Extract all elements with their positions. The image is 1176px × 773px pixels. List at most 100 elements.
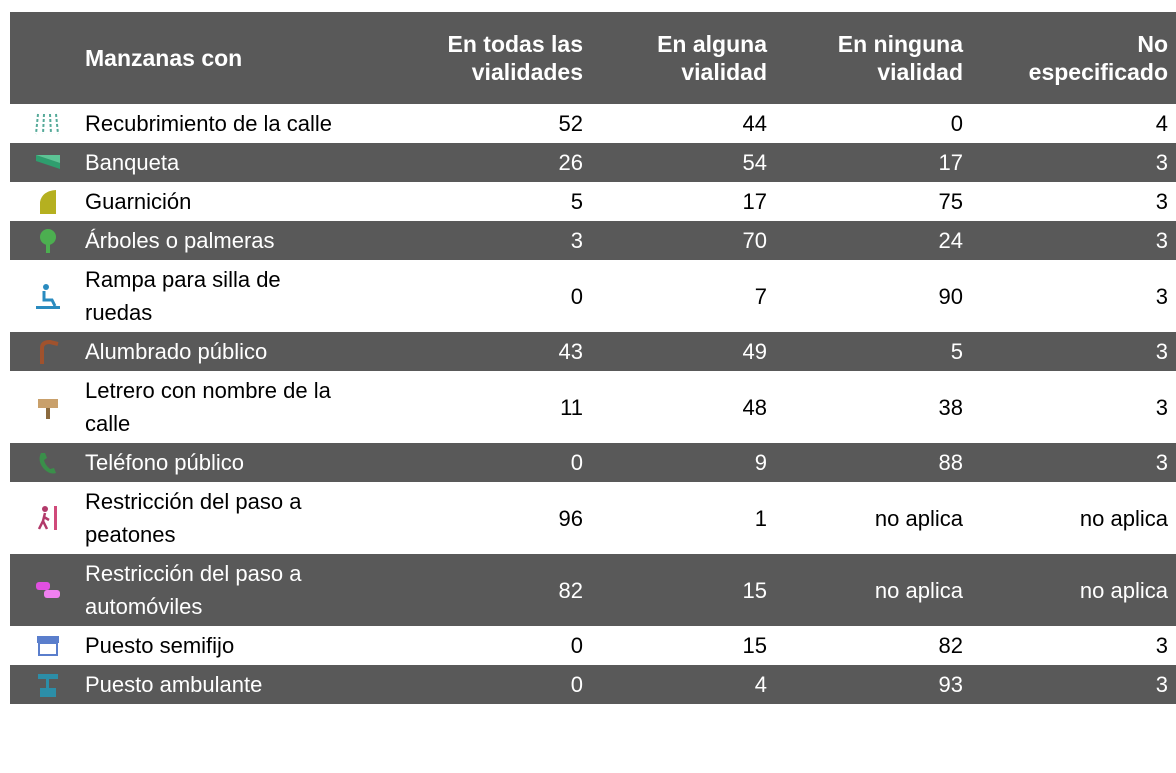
row-label: Teléfono público xyxy=(85,450,245,475)
value-cell: 0 xyxy=(950,111,963,136)
value-cell: 54 xyxy=(742,150,767,175)
table-row: Árboles o palmeras 3 70 24 3 xyxy=(10,221,1176,260)
table: Manzanas con En todas las vialidades En al… xyxy=(10,12,1176,704)
header-text: Manzanas con xyxy=(85,45,243,71)
header-text: En todas las vialidades xyxy=(447,31,583,85)
value-cell: 3 xyxy=(1155,339,1168,364)
value-cell: 3 xyxy=(1155,150,1168,175)
value-cell: no aplica xyxy=(874,505,963,531)
value-cell: 7 xyxy=(754,283,767,309)
value-cell: 96 xyxy=(558,505,583,531)
value-cell: 44 xyxy=(742,111,767,136)
header-text: En ninguna vialidad xyxy=(837,31,963,85)
row-icon xyxy=(10,338,85,366)
icon xyxy=(39,228,56,253)
value-cell: 5 xyxy=(570,189,583,214)
table-row: Restricción del paso a peatones 96 1 no apl… xyxy=(10,482,1176,554)
icon xyxy=(35,284,60,309)
icon xyxy=(37,673,58,697)
value-cell: 3 xyxy=(1155,633,1168,658)
row-label: Guarnición xyxy=(85,189,192,214)
value-cell: 3 xyxy=(1155,672,1168,697)
table-row: Puesto semifijo 0 15 82 3 xyxy=(10,626,1176,665)
row-label: Recubrimiento de la calle xyxy=(85,111,333,136)
value-cell: 82 xyxy=(558,577,583,603)
value-cell: 3 xyxy=(1155,189,1168,214)
value-cell: no aplica xyxy=(874,577,963,603)
header-text: No especificado xyxy=(1028,31,1168,85)
value-cell: 3 xyxy=(1155,450,1168,475)
value-cell: 17 xyxy=(938,150,963,175)
row-icon xyxy=(10,149,85,177)
value-cell: 52 xyxy=(558,111,583,136)
value-cell: 15 xyxy=(742,577,767,603)
row-label: Banqueta xyxy=(85,150,180,175)
value-cell: 75 xyxy=(938,189,963,214)
value-cell: 5 xyxy=(950,339,963,364)
value-cell: 3 xyxy=(1155,394,1168,420)
header-cell: No especificado xyxy=(963,30,1168,86)
header-cell: Manzanas con xyxy=(85,44,347,72)
icon xyxy=(36,635,59,656)
value-cell: 15 xyxy=(742,633,767,658)
header-cell: En ninguna vialidad xyxy=(767,30,963,86)
value-cell: no aplica xyxy=(1079,505,1168,531)
value-cell: 43 xyxy=(558,339,583,364)
row-icon xyxy=(10,393,85,421)
row-icon xyxy=(10,632,85,660)
value-cell: 3 xyxy=(570,228,583,253)
table-row: Recubrimiento de la calle 52 44 0 4 xyxy=(10,104,1176,143)
value-cell: 4 xyxy=(1155,111,1168,136)
value-cell: 9 xyxy=(754,450,767,475)
row-label: Árboles o palmeras xyxy=(85,228,275,253)
value-cell: 38 xyxy=(938,394,963,420)
row-icon xyxy=(10,188,85,216)
table-row: Letrero con nombre de la calle 11 48 38 3 xyxy=(10,371,1176,443)
value-cell: 0 xyxy=(570,633,583,658)
value-cell: 0 xyxy=(570,283,583,309)
row-label: Rampa para silla de ruedas xyxy=(85,267,281,325)
icon xyxy=(37,506,57,530)
icon xyxy=(39,189,56,214)
value-cell: 3 xyxy=(1155,283,1168,309)
value-cell: 26 xyxy=(558,150,583,175)
value-cell: 70 xyxy=(742,228,767,253)
row-icon xyxy=(10,110,85,138)
icon xyxy=(37,399,58,419)
row-label: Restricción del paso a automóviles xyxy=(85,561,302,619)
value-cell: 1 xyxy=(754,505,767,531)
row-label: Restricción del paso a peatones xyxy=(85,489,302,547)
value-cell: 88 xyxy=(938,450,963,475)
header-text: En alguna vialidad xyxy=(657,31,767,85)
value-cell: 90 xyxy=(938,283,963,309)
row-label: Puesto ambulante xyxy=(85,672,263,697)
value-cell: 17 xyxy=(742,189,767,214)
icon xyxy=(39,339,58,364)
row-icon xyxy=(10,227,85,255)
row-icon xyxy=(10,504,85,532)
value-cell: 48 xyxy=(742,394,767,420)
table-row: Alumbrado público 43 49 5 3 xyxy=(10,332,1176,371)
icon xyxy=(39,452,56,473)
row-icon xyxy=(10,576,85,604)
row-icon xyxy=(10,282,85,310)
row-icon xyxy=(10,449,85,477)
value-cell: no aplica xyxy=(1079,577,1168,603)
value-cell: 11 xyxy=(560,394,583,420)
value-cell: 0 xyxy=(570,672,583,697)
icon xyxy=(35,154,60,169)
table-row: Puesto ambulante 0 4 93 3 xyxy=(10,665,1176,704)
value-cell: 82 xyxy=(938,633,963,658)
header-row: Manzanas con En todas las vialidades En al… xyxy=(10,12,1176,104)
table-row: Guarnición 5 17 75 3 xyxy=(10,182,1176,221)
value-cell: 93 xyxy=(938,672,963,697)
row-icon xyxy=(10,671,85,699)
value-cell: 3 xyxy=(1155,228,1168,253)
row-label: Alumbrado público xyxy=(85,339,268,364)
table-row: Restricción del paso a automóviles 82 15 no… xyxy=(10,554,1176,626)
row-label: Letrero con nombre de la calle xyxy=(85,378,331,436)
value-cell: 4 xyxy=(754,672,767,697)
header-cell: En todas las vialidades xyxy=(347,30,583,86)
table-row: Banqueta 26 54 17 3 xyxy=(10,143,1176,182)
